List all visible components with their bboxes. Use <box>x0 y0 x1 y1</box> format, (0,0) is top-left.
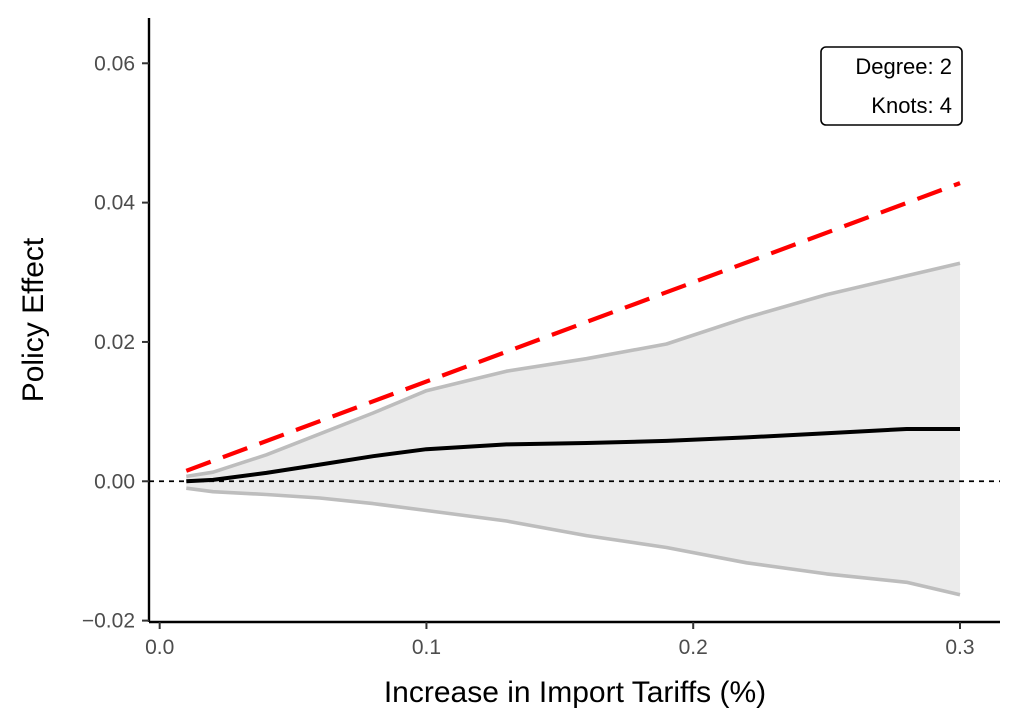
y-tick-label: −0.02 <box>82 610 135 633</box>
x-tick-label: 0.3 <box>945 636 974 659</box>
y-tick-label: 0.04 <box>94 192 135 215</box>
estimate-line <box>186 427 960 484</box>
x-tick-label: 0.0 <box>145 636 174 659</box>
axes-layer <box>147 18 1000 624</box>
x-axis-title: Increase in Import Tariffs (%) <box>384 676 766 709</box>
legend-line-degree: Degree: 2 <box>855 54 952 79</box>
upper-bound-line <box>186 261 961 479</box>
lower-bound-line <box>186 486 961 597</box>
legend-box: Degree: 2 Knots: 4 <box>820 46 963 126</box>
confidence-ribbon-layer <box>186 263 961 595</box>
legend-frame <box>820 46 963 126</box>
y-tick-label: 0.02 <box>94 331 135 354</box>
legend-line-knots: Knots: 4 <box>871 93 952 118</box>
ticks-layer: 0.0 0.1 0.2 0.3 −0.02 0.00 0.02 0.04 0.06 <box>82 52 975 659</box>
confidence-ribbon <box>186 263 961 595</box>
reference-dashed-line <box>185 181 961 473</box>
y-tick-label: 0.06 <box>94 52 135 75</box>
x-tick-label: 0.2 <box>679 636 708 659</box>
y-tick-label: 0.00 <box>94 470 135 493</box>
x-tick-label: 0.1 <box>412 636 441 659</box>
y-axis-title: Policy Effect <box>17 237 50 402</box>
series-layer <box>185 181 961 597</box>
